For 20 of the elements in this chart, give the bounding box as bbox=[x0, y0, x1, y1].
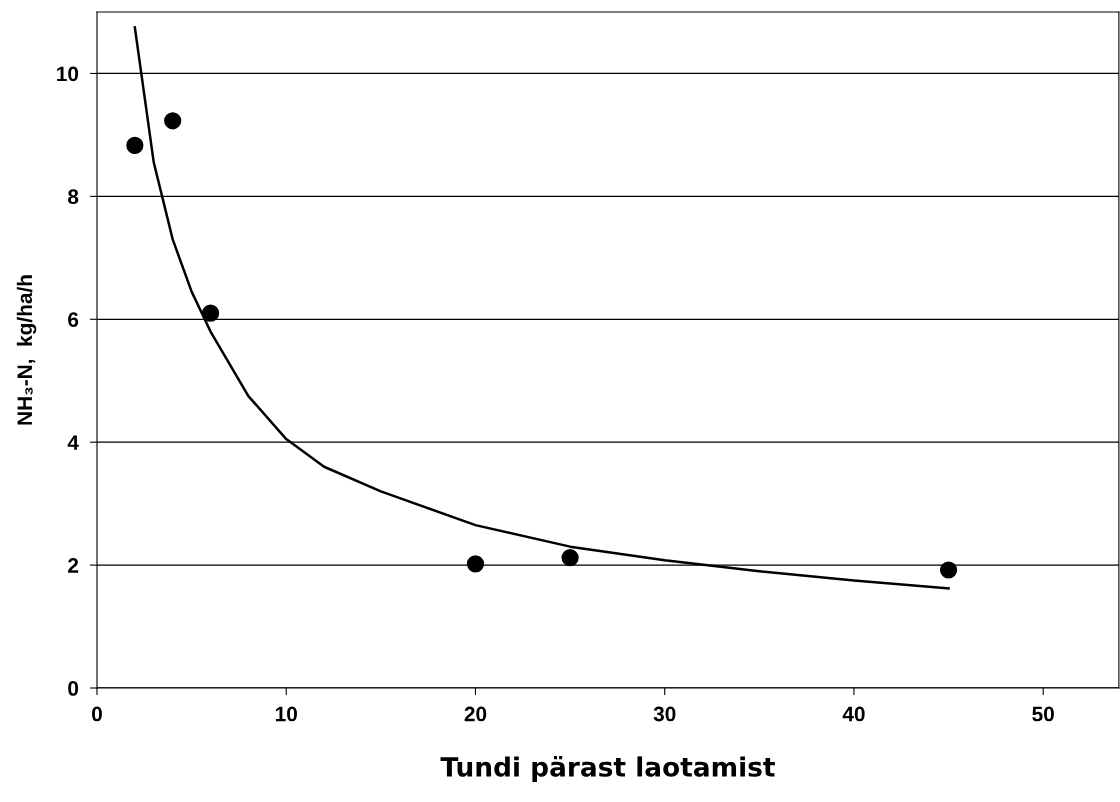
x-tick-label: 0 bbox=[92, 706, 102, 722]
y-tick-label: 6 bbox=[68, 312, 79, 328]
y-tick-label: 4 bbox=[67, 435, 79, 450]
point bbox=[561, 549, 579, 567]
x-axis-title: Tundi pärast laotamist bbox=[440, 756, 775, 782]
x-tick-label: 20 bbox=[464, 706, 487, 722]
x-tick-label: 10 bbox=[275, 706, 297, 722]
point bbox=[939, 561, 958, 579]
point bbox=[126, 136, 144, 154]
point bbox=[201, 304, 220, 322]
x-tick-label: 40 bbox=[842, 706, 865, 722]
y-axis-title: NH₃-N, kg/ha/h bbox=[16, 275, 37, 425]
point bbox=[164, 112, 182, 130]
y-tick-label: 0 bbox=[68, 681, 79, 696]
y-tick-label: 10 bbox=[57, 66, 79, 82]
y-tick-label: 2 bbox=[68, 558, 79, 573]
y-tick-label: 8 bbox=[68, 189, 79, 205]
x-tick-label: 30 bbox=[653, 706, 676, 722]
x-tick-label: 50 bbox=[1032, 706, 1054, 722]
point bbox=[466, 555, 485, 573]
